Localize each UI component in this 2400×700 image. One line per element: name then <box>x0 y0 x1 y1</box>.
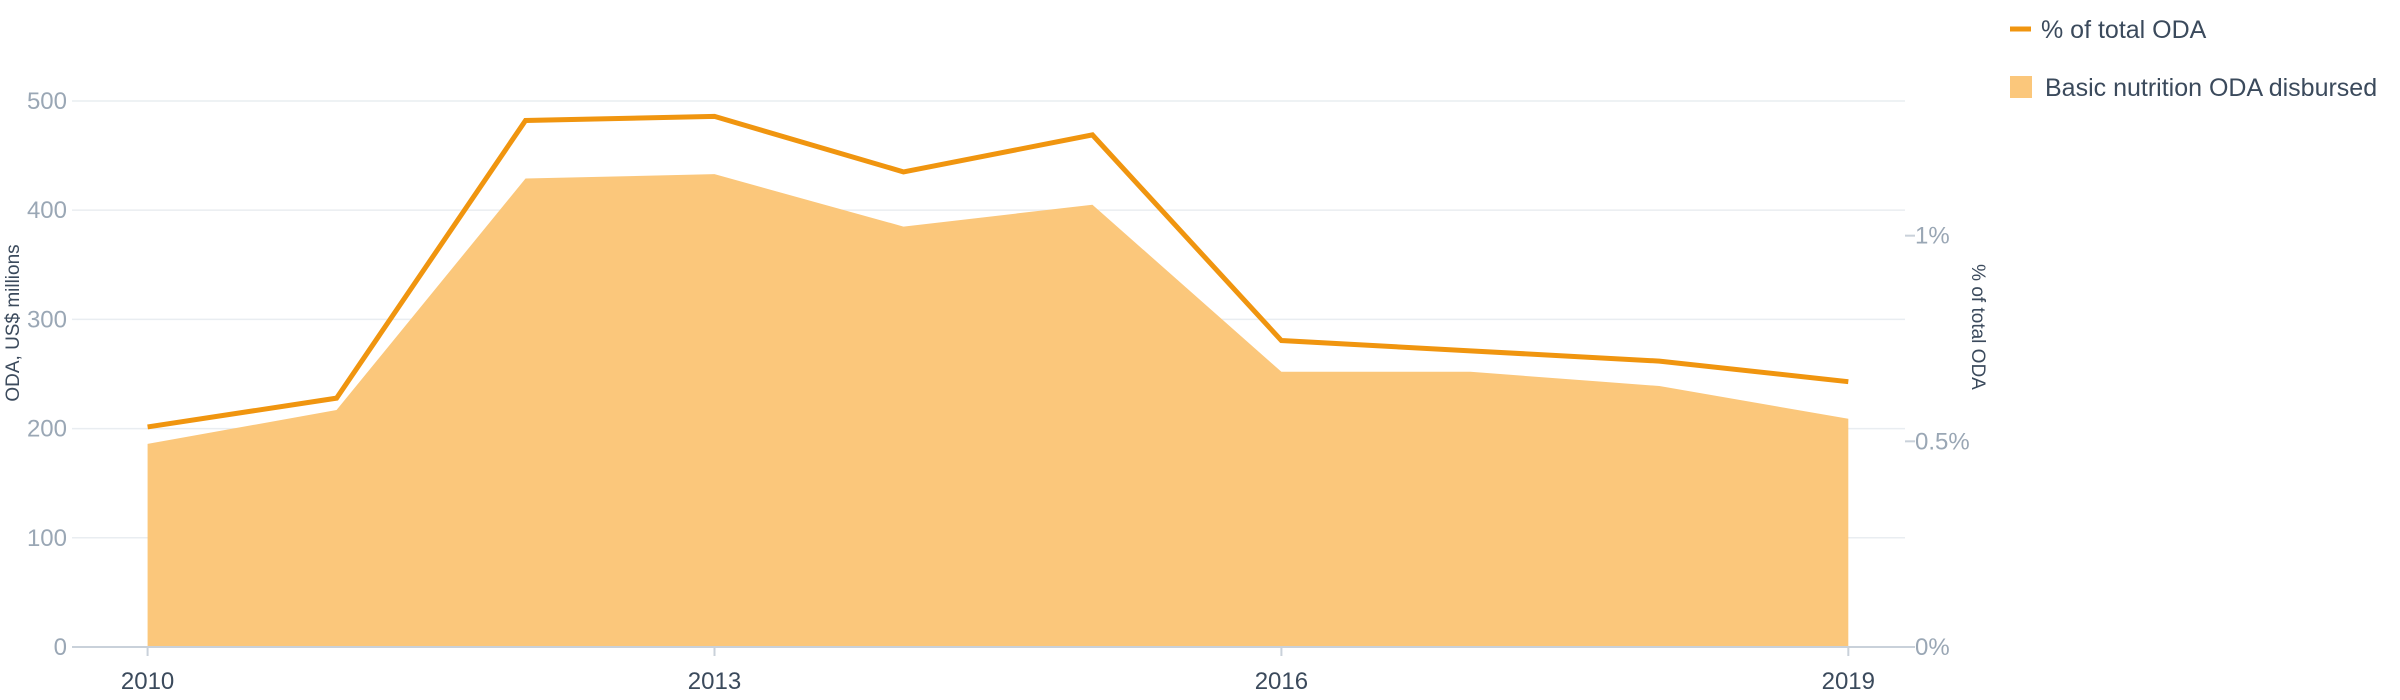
y-left-tick-label: 100 <box>27 525 67 552</box>
y-left-axis-title: ODA, US$ millions <box>3 244 24 401</box>
y-left-tick-label: 500 <box>27 88 67 115</box>
y-right-tick-label: 1% <box>1915 223 1950 250</box>
legend: % of total ODA Basic nutrition ODA disbu… <box>2010 16 2377 102</box>
y-left-tick-label: 300 <box>27 306 67 333</box>
legend-area-swatch <box>2010 76 2032 98</box>
y-right-tick-labels: 0% 0.5% 1% <box>1905 223 1970 661</box>
y-left-tick-label: 400 <box>27 197 67 224</box>
legend-item-area[interactable]: Basic nutrition ODA disbursed <box>2010 74 2377 102</box>
x-tick-label: 2019 <box>1822 668 1875 695</box>
x-tick-labels: 2010 2013 2016 2019 <box>121 647 1875 695</box>
x-tick-label: 2010 <box>121 668 174 695</box>
area-series-layer <box>147 174 1849 647</box>
line-percent-total-oda[interactable] <box>147 113 1849 430</box>
y-left-tick-label: 200 <box>27 416 67 443</box>
line-series-layer <box>147 113 1849 430</box>
y-right-tick-label: 0.5% <box>1915 428 1970 455</box>
y-left-tick-labels: 0 100 200 300 400 500 <box>27 88 67 661</box>
legend-line-label: % of total ODA <box>2041 16 2207 44</box>
x-tick-label: 2013 <box>688 668 741 695</box>
legend-item-line[interactable]: % of total ODA <box>2010 16 2207 44</box>
y-left-tick-label: 0 <box>54 634 67 661</box>
y-right-tick-label: 0% <box>1915 634 1950 661</box>
y-right-axis-title: % of total ODA <box>1967 264 1988 390</box>
legend-area-label: Basic nutrition ODA disbursed <box>2045 74 2377 102</box>
x-tick-label: 2016 <box>1255 668 1308 695</box>
area-basic-nutrition-oda[interactable] <box>147 174 1849 647</box>
